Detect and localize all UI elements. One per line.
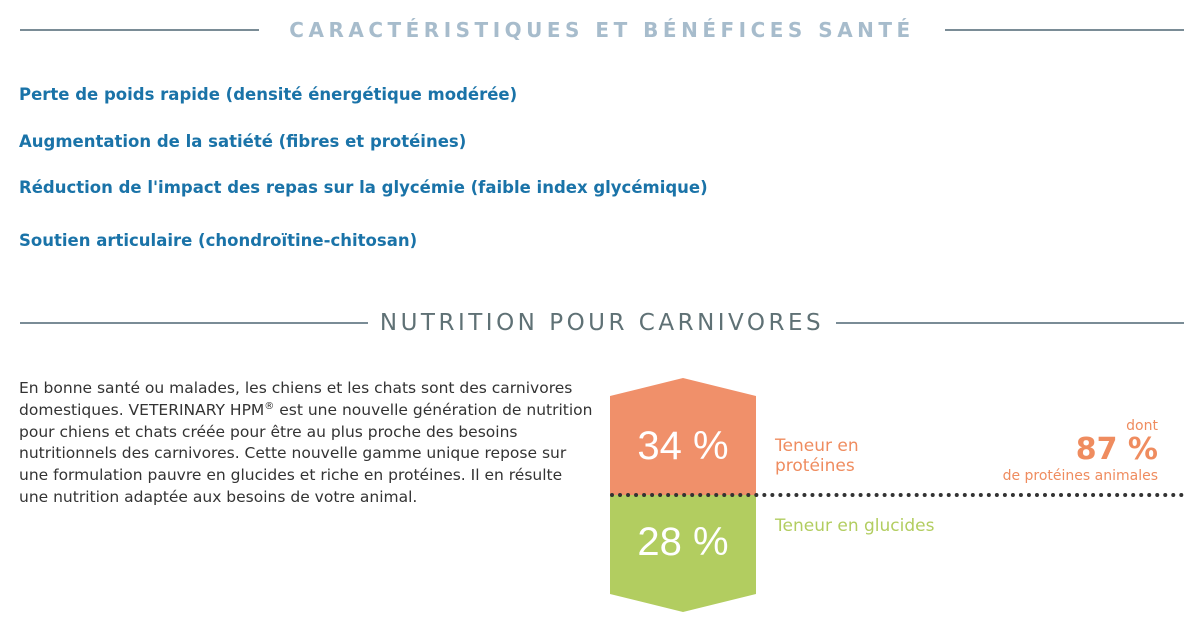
benefit-satiety: Augmentation de la satiété (fibres et pr… [19, 132, 467, 151]
carbs-segment [610, 495, 756, 612]
heading-rule-left [20, 322, 368, 324]
intro-text-part1: En bonne santé ou malades, les chiens et… [19, 379, 573, 419]
benefits-section-heading: CARACTÉRISTIQUES ET BÉNÉFICES SANTÉ [20, 18, 1184, 42]
intro-text-part2: est une nouvelle génération de nutrition… [19, 400, 593, 506]
nutrient-hexagon [610, 378, 756, 612]
registered-mark: ® [264, 400, 275, 412]
protein-label-line1: Teneur en [775, 436, 859, 456]
nutrition-section-heading: NUTRITION POUR CARNIVORES [20, 310, 1184, 336]
animal-protein-value: 87 % [1075, 432, 1158, 467]
carbs-percentage: 28 % [637, 520, 729, 564]
nutrient-divider [610, 493, 1184, 497]
benefit-weight-loss: Perte de poids rapide (densité énergétiq… [19, 85, 518, 104]
benefits-section-title: CARACTÉRISTIQUES ET BÉNÉFICES SANTÉ [289, 18, 915, 42]
animal-protein-prefix: dont [1126, 418, 1158, 434]
carbs-label: Teneur en glucides [775, 516, 935, 536]
animal-protein-callout: dont 87 % de protéines animales [1003, 418, 1158, 486]
intro-paragraph: En bonne santé ou malades, les chiens et… [19, 378, 594, 509]
benefit-glycemia: Réduction de l'impact des repas sur la g… [19, 178, 708, 197]
benefit-joint-support: Soutien articulaire (chondroïtine-chitos… [19, 231, 418, 250]
protein-percentage: 34 % [637, 424, 729, 468]
heading-rule-right [944, 29, 1184, 31]
heading-rule-left [20, 29, 260, 31]
protein-label-line2: protéines [775, 456, 855, 476]
protein-segment [610, 378, 756, 495]
animal-protein-suffix: de protéines animales [1002, 468, 1158, 484]
protein-label: Teneur en protéines [775, 436, 859, 476]
nutrition-section-title: NUTRITION POUR CARNIVORES [379, 310, 825, 336]
heading-rule-right [836, 322, 1184, 324]
